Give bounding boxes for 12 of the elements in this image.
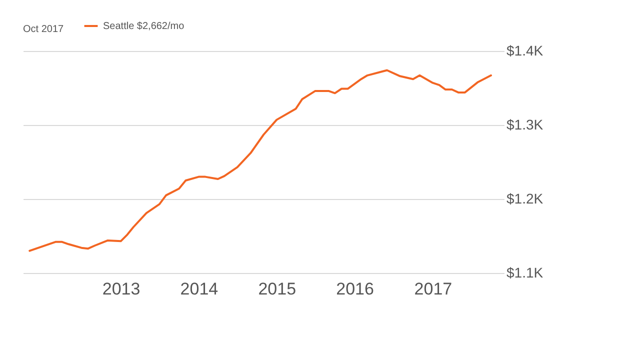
y-tick-label: $1.2K	[506, 190, 544, 206]
y-tick-label: $1.4K	[506, 42, 544, 58]
line-series	[28, 69, 492, 252]
x-tick-label: 2016	[336, 280, 374, 298]
x-tick-label: 2014	[180, 280, 218, 298]
x-tick-label: 2013	[102, 280, 140, 298]
y-tick-label: $1.3K	[506, 116, 544, 132]
x-tick-label: 2017	[414, 280, 452, 298]
chart-title: Oct 2017	[23, 24, 64, 35]
y-tick-label: $1.1K	[506, 264, 544, 280]
x-tick-label: 2015	[258, 280, 296, 298]
legend-label: Seattle $2,662/mo	[103, 21, 185, 32]
